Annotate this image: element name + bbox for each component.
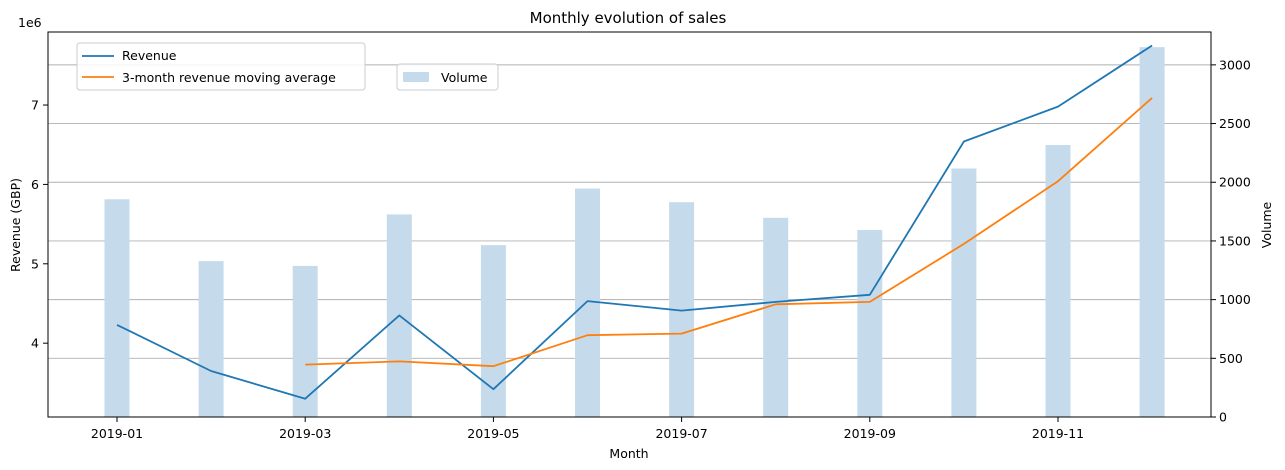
legend-volume-label: Volume	[441, 70, 488, 85]
x-tick-label: 2019-03	[279, 426, 331, 441]
left-axis-offset-label: 1e6	[18, 15, 42, 30]
line-legend: Revenue 3-month revenue moving average	[76, 42, 366, 91]
right-y-axis-ticks: 0 500 1000 1500 2000 2500 3000	[1211, 57, 1251, 425]
left-y-tick-label: 4	[31, 336, 39, 351]
x-tick-label: 2019-05	[467, 426, 519, 441]
volume-bar	[480, 245, 506, 417]
left-y-axis-label: Revenue (GBP)	[8, 178, 23, 272]
x-tick-label: 2019-09	[844, 426, 896, 441]
legend-moving-average-label: 3-month revenue moving average	[122, 70, 336, 85]
right-y-tick-label: 1500	[1219, 233, 1251, 248]
legend-revenue-label: Revenue	[122, 48, 177, 63]
legend-volume-swatch	[403, 72, 429, 82]
moving-average-line	[305, 97, 1153, 368]
volume-bar	[763, 217, 789, 417]
volume-bar	[292, 265, 318, 417]
right-y-tick-label: 500	[1219, 351, 1243, 366]
right-y-tick-label: 2500	[1219, 116, 1251, 131]
left-y-tick-label: 5	[31, 256, 39, 271]
x-axis-label: Month	[609, 446, 648, 461]
left-y-tick-label: 6	[31, 177, 39, 192]
volume-bar	[1139, 47, 1165, 417]
volume-bar	[1045, 145, 1071, 417]
left-y-axis-ticks: 4 5 6 7	[31, 98, 48, 351]
right-y-tick-label: 3000	[1219, 57, 1251, 72]
volume-bar	[857, 230, 883, 417]
volume-bars	[104, 47, 1165, 417]
x-tick-label: 2019-11	[1032, 426, 1084, 441]
line-series	[116, 44, 1153, 400]
volume-bar	[104, 199, 130, 417]
right-y-tick-label: 2000	[1219, 175, 1251, 190]
line-legend-box	[76, 42, 366, 91]
bar-legend-box	[396, 63, 499, 91]
chart-title: Monthly evolution of sales	[530, 9, 727, 27]
x-tick-label: 2019-01	[91, 426, 143, 441]
x-axis-ticks: 2019-01 2019-03 2019-05 2019-07 2019-09 2019-…	[91, 417, 1084, 441]
left-y-tick-label: 7	[31, 98, 39, 113]
x-tick-label: 2019-07	[655, 426, 707, 441]
plot-frame	[47, 31, 1212, 418]
bar-legend: Volume	[396, 63, 499, 91]
volume-bar	[951, 168, 977, 417]
right-y-tick-label: 1000	[1219, 292, 1251, 307]
volume-bar	[198, 261, 224, 417]
right-y-tick-label: 0	[1219, 410, 1227, 425]
revenue-line	[116, 44, 1153, 400]
right-y-axis-label: Volume	[1259, 201, 1274, 248]
